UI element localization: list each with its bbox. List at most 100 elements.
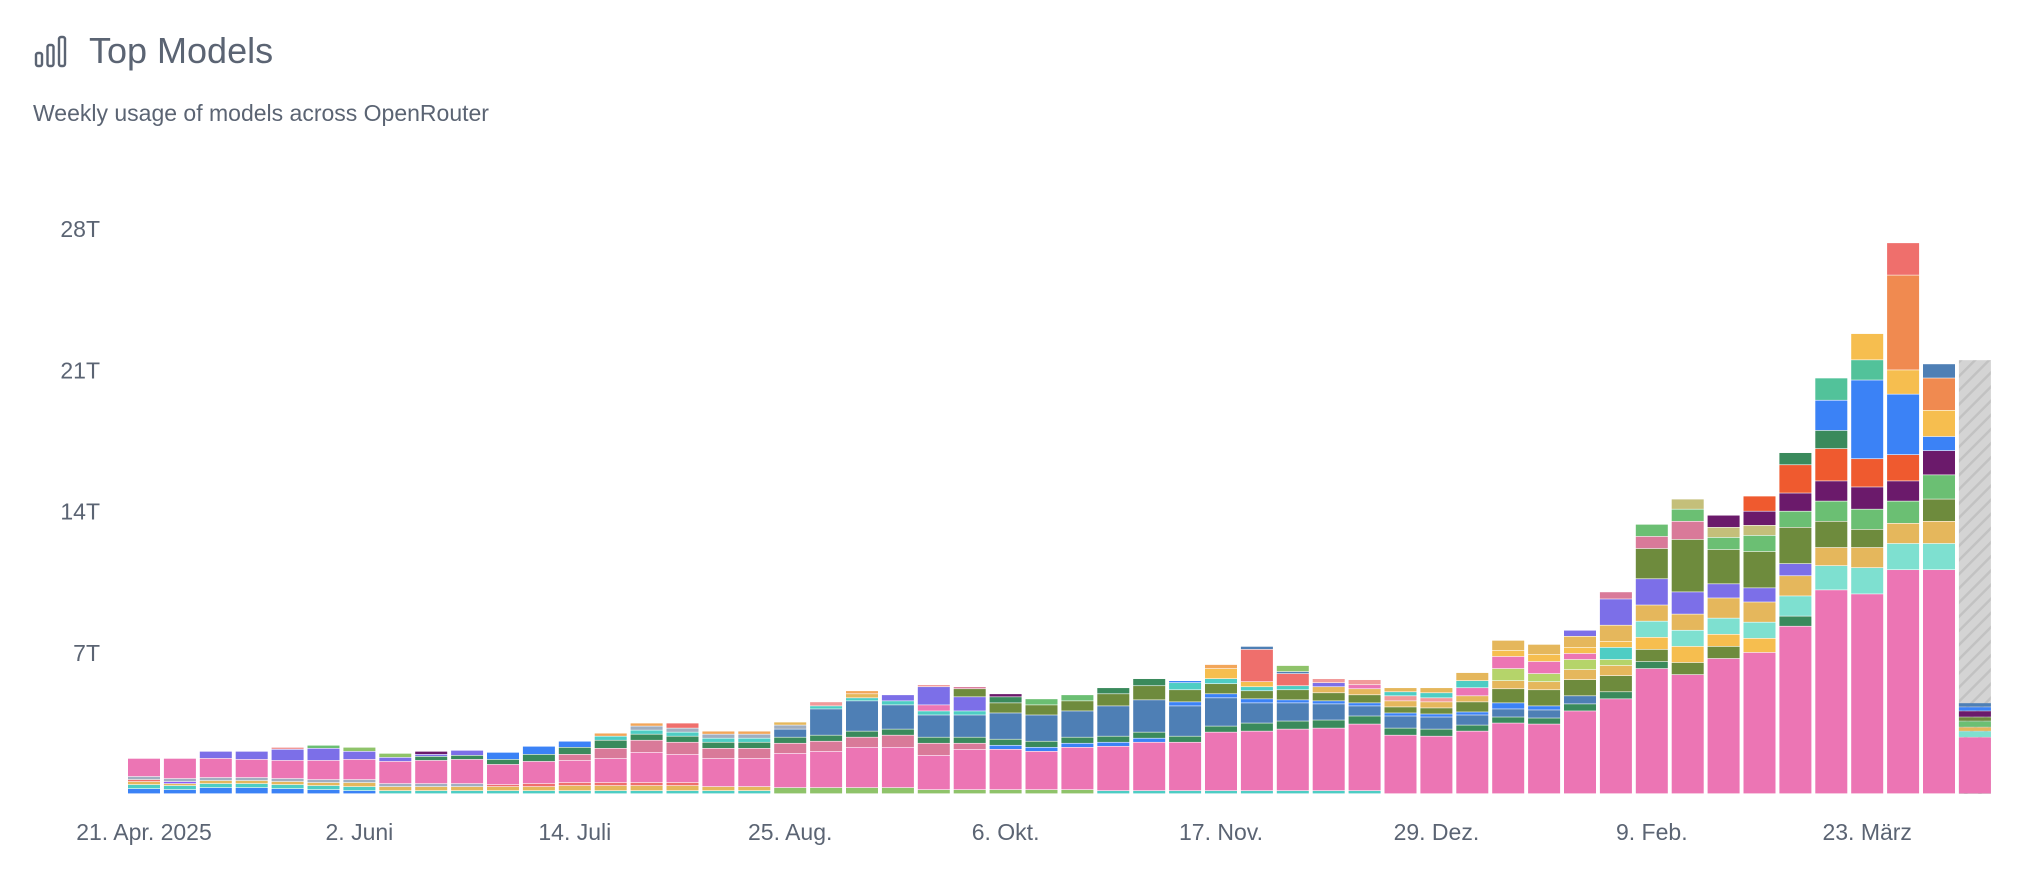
bar-segment[interactable]	[1671, 592, 1704, 614]
week-bar[interactable]	[235, 751, 268, 794]
bar-segment[interactable]	[1564, 704, 1596, 711]
bar-segment[interactable]	[1384, 688, 1417, 692]
bar-segment[interactable]	[1671, 509, 1704, 521]
bar-segment[interactable]	[774, 725, 807, 729]
bar-segment[interactable]	[630, 723, 663, 726]
bar-segment[interactable]	[1061, 695, 1094, 701]
bar-segment[interactable]	[1169, 736, 1202, 742]
bar-segment[interactable]	[415, 754, 448, 757]
bar-segment[interactable]	[558, 782, 591, 786]
bar-segment[interactable]	[1815, 565, 1848, 590]
bar-segment[interactable]	[989, 703, 1022, 713]
bar-segment[interactable]	[1492, 650, 1525, 657]
bar-segment[interactable]	[1743, 535, 1776, 552]
bar-segment[interactable]	[1240, 691, 1273, 699]
bar-segment[interactable]	[1887, 570, 1920, 794]
bar-segment[interactable]	[1599, 692, 1632, 699]
bar-segment[interactable]	[666, 732, 699, 736]
bar-segment[interactable]	[415, 751, 448, 755]
bar-segment[interactable]	[163, 781, 196, 784]
bar-segment[interactable]	[271, 760, 304, 779]
bar-segment[interactable]	[1564, 636, 1596, 648]
bar-segment[interactable]	[989, 789, 1022, 794]
bar-segment[interactable]	[271, 788, 304, 794]
bar-segment[interactable]	[1420, 736, 1453, 794]
bar-segment[interactable]	[1743, 511, 1776, 526]
bar-segment[interactable]	[1564, 711, 1596, 794]
bar-segment[interactable]	[774, 743, 807, 754]
bar-segment[interactable]	[1061, 789, 1094, 794]
bar-segment[interactable]	[1097, 736, 1130, 742]
bar-segment[interactable]	[1348, 695, 1381, 703]
bar-segment[interactable]	[1815, 521, 1848, 548]
bar-segment[interactable]	[1205, 726, 1237, 732]
bar-segment[interactable]	[522, 746, 555, 755]
bar-segment[interactable]	[1276, 721, 1309, 729]
bar-segment[interactable]	[343, 786, 376, 791]
bar-segment[interactable]	[1887, 501, 1920, 524]
bar-segment[interactable]	[271, 749, 304, 761]
bar-segment[interactable]	[1707, 646, 1740, 659]
bar-segment[interactable]	[1528, 644, 1561, 655]
bar-segment[interactable]	[594, 782, 627, 786]
bar-segment[interactable]	[917, 755, 950, 790]
bar-segment[interactable]	[630, 730, 663, 734]
bar-segment[interactable]	[1133, 732, 1166, 738]
week-bar[interactable]	[1958, 360, 1991, 794]
week-bar[interactable]	[1456, 672, 1489, 794]
week-bar[interactable]	[1564, 630, 1596, 794]
bar-segment[interactable]	[1779, 465, 1812, 493]
bar-segment[interactable]	[1958, 711, 1991, 717]
bar-segment[interactable]	[630, 740, 663, 753]
bar-segment[interactable]	[487, 786, 519, 791]
bar-segment[interactable]	[1384, 728, 1417, 735]
bar-segment[interactable]	[558, 747, 591, 755]
bar-segment[interactable]	[917, 715, 950, 737]
bar-segment[interactable]	[1923, 364, 1955, 378]
bar-segment[interactable]	[1205, 732, 1237, 791]
week-bar[interactable]	[1779, 452, 1812, 794]
bar-segment[interactable]	[1743, 525, 1776, 536]
bar-segment[interactable]	[379, 790, 412, 794]
bar-segment[interactable]	[1528, 710, 1561, 718]
bar-segment[interactable]	[1564, 696, 1596, 704]
bar-segment[interactable]	[1348, 724, 1381, 791]
bar-segment[interactable]	[307, 785, 340, 790]
bar-segment[interactable]	[989, 739, 1022, 745]
bar-segment[interactable]	[1599, 659, 1632, 666]
week-bar[interactable]	[630, 723, 663, 794]
bar-segment[interactable]	[1743, 622, 1776, 639]
bar-segment[interactable]	[1420, 717, 1453, 729]
bar-segment[interactable]	[702, 731, 735, 734]
bar-segment[interactable]	[953, 789, 986, 794]
bar-segment[interactable]	[846, 737, 878, 747]
bar-segment[interactable]	[451, 786, 484, 791]
bar-segment[interactable]	[1887, 481, 1920, 501]
bar-segment[interactable]	[1420, 693, 1453, 698]
bar-segment[interactable]	[128, 779, 160, 782]
bar-segment[interactable]	[630, 790, 663, 794]
bar-segment[interactable]	[343, 782, 376, 787]
week-bar[interactable]	[989, 694, 1022, 794]
bar-segment[interactable]	[1492, 656, 1525, 669]
bar-segment[interactable]	[1384, 707, 1417, 713]
bar-segment[interactable]	[774, 722, 807, 725]
bar-segment[interactable]	[1779, 616, 1812, 626]
bar-segment[interactable]	[774, 753, 807, 788]
bar-segment[interactable]	[1276, 729, 1309, 791]
bar-segment[interactable]	[1456, 725, 1489, 731]
bar-segment[interactable]	[1276, 665, 1309, 672]
bar-segment[interactable]	[1671, 521, 1704, 540]
bar-segment[interactable]	[1923, 475, 1955, 499]
bar-segment[interactable]	[1635, 548, 1668, 579]
bar-segment[interactable]	[1779, 576, 1812, 596]
bar-segment[interactable]	[738, 790, 771, 794]
week-bar[interactable]	[343, 747, 376, 794]
bar-segment[interactable]	[846, 701, 878, 731]
bar-segment[interactable]	[1240, 731, 1273, 791]
bar-segment[interactable]	[415, 760, 448, 784]
bar-segment[interactable]	[1958, 731, 1991, 737]
bar-segment[interactable]	[1528, 673, 1561, 682]
bar-segment[interactable]	[1599, 699, 1632, 794]
bar-segment[interactable]	[953, 737, 986, 743]
